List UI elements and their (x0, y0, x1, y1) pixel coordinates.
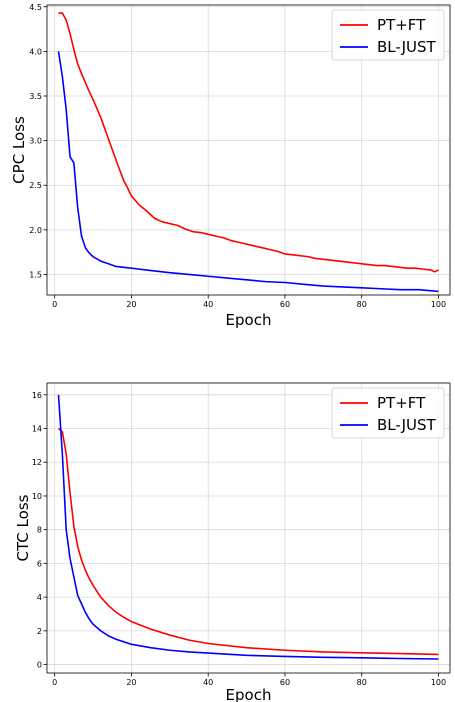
series-line-pt-ft (58, 12, 439, 273)
plot-frame (46, 382, 451, 674)
y-axis-label: CTC Loss (14, 494, 32, 561)
y-tick-label: 4.0 (29, 47, 42, 56)
y-tick-label: 2 (37, 627, 42, 636)
x-tick-label: 60 (280, 300, 290, 309)
x-tick-label: 40 (203, 678, 213, 687)
plot-frame (46, 4, 451, 296)
y-tick-label: 2.5 (29, 181, 42, 190)
x-tick-label: 80 (357, 300, 367, 309)
cpc-loss-chart: 0 20 40 60 80 100 1.5 2.0 2.5 3.0 3.5 4.0 4.5 Epoch CP… (10, 3, 451, 329)
y-tick-label: 12 (32, 458, 42, 467)
y-tick-label: 2.0 (29, 226, 42, 235)
x-tick-label: 20 (126, 678, 136, 687)
y-tick-label: 6 (37, 559, 42, 568)
x-axis-label: Epoch (226, 311, 272, 329)
y-tick-label: 3.0 (29, 137, 42, 146)
legend-label: PT+FT (377, 16, 426, 34)
legend: PT+FT BL-JUST (331, 387, 445, 439)
y-tick-label: 14 (32, 425, 42, 434)
y-tick-label: 1.5 (29, 270, 42, 279)
y-tick-label: 8 (37, 526, 42, 535)
legend-label: BL-JUST (377, 38, 437, 56)
y-tick-label: 4.5 (29, 3, 42, 12)
y-tick-label: 4 (37, 593, 42, 602)
x-tick-label: 100 (431, 678, 446, 687)
y-tick-label: 10 (32, 492, 42, 501)
x-tick-label: 60 (280, 678, 290, 687)
y-tick-label: 3.5 (29, 92, 42, 101)
x-tick-label: 40 (203, 300, 213, 309)
legend-label: BL-JUST (377, 416, 437, 434)
x-tick-label: 0 (52, 678, 57, 687)
series-line-bl-just (57, 394, 439, 660)
series-line-pt-ft (57, 427, 439, 656)
y-axis-label: CPC Loss (10, 116, 28, 184)
y-tick-label: 0 (37, 661, 42, 670)
series-line-bl-just (57, 51, 439, 293)
y-tick-label: 16 (32, 391, 42, 400)
x-tick-label: 0 (52, 300, 57, 309)
x-axis-label: Epoch (226, 686, 272, 702)
x-tick-label: 100 (431, 300, 446, 309)
legend-label: PT+FT (377, 394, 426, 412)
x-tick-label: 80 (357, 678, 367, 687)
x-tick-label: 20 (126, 300, 136, 309)
legend: PT+FT BL-JUST (331, 9, 445, 61)
ctc-loss-chart: 0 20 40 60 80 100 0 2 4 6 8 10 12 14 16 Epoch CTC Loss PT… (14, 382, 451, 702)
